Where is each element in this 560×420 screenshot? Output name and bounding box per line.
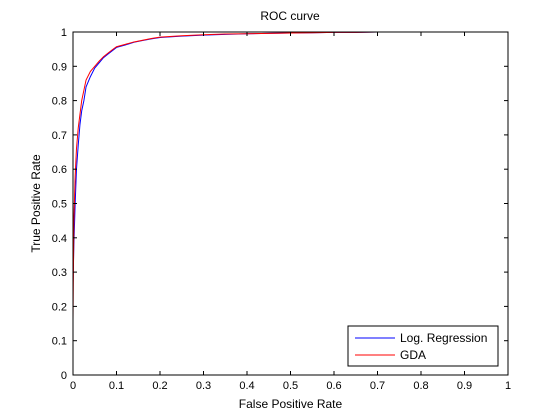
series-line-gda	[72, 31, 408, 321]
y-tick-label: 0.5	[52, 199, 67, 211]
x-tick-label: 0	[70, 380, 76, 392]
legend-label-log-regression: Log. Regression	[400, 331, 487, 345]
chart-title: ROC curve	[260, 9, 320, 23]
x-tick-label: 0.6	[326, 380, 341, 392]
y-tick-label: 0.1	[52, 336, 67, 348]
y-tick-label: 0.6	[52, 164, 67, 176]
x-tick-label: 0.4	[239, 380, 254, 392]
y-tick-label: 0.3	[52, 267, 67, 279]
x-tick-label: 0.7	[370, 380, 385, 392]
x-tick-label: 0.9	[457, 380, 472, 392]
x-tick-label: 0.8	[413, 380, 428, 392]
series-layer	[72, 31, 408, 321]
y-tick-label: 0.2	[52, 301, 67, 313]
axis-ticks: 0 0.1 0.2 0.3 0.4 0.5 0.6 0.7 0.8 0.9 1 0 0.1 0.2 0.3 0…	[52, 27, 511, 392]
y-tick-label: 0.4	[52, 233, 67, 245]
axes-box	[72, 31, 509, 376]
y-tick-label: 1	[61, 27, 67, 39]
legend-label-gda: GDA	[400, 348, 426, 362]
y-axis-label: True Positive Rate	[29, 154, 43, 253]
y-tick-label: 0	[61, 370, 67, 382]
x-tick-label: 0.5	[283, 380, 298, 392]
x-axis-label: False Positive Rate	[239, 397, 343, 411]
y-tick-label: 0.9	[52, 61, 67, 73]
y-tick-label: 0.7	[52, 130, 67, 142]
x-tick-label: 1	[505, 380, 511, 392]
y-tick-label: 0.8	[52, 96, 67, 108]
x-tick-label: 0.2	[152, 380, 167, 392]
legend-box	[347, 325, 499, 367]
plot-area	[73, 32, 508, 375]
legend: Log. Regression GDA	[347, 325, 499, 367]
x-tick-label: 0.3	[196, 380, 211, 392]
x-tick-label: 0.1	[109, 380, 124, 392]
